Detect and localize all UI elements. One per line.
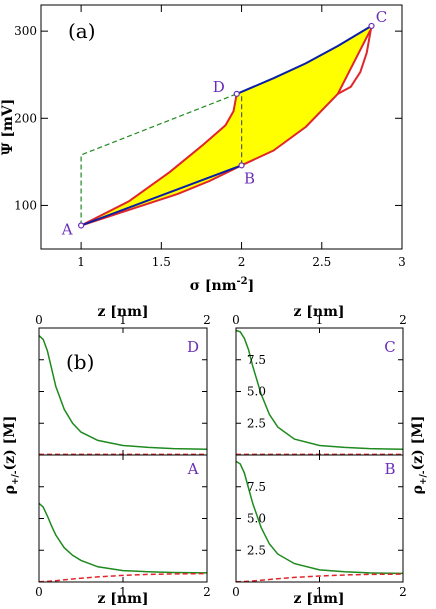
point-marker-d [233,90,240,97]
b-x-tick-label: 2 [399,585,407,599]
series-line-A-to-D-red [80,92,238,227]
b-x-tick-label: 1 [316,313,324,327]
panel-b-bottom-xlabel-right: z [nm] [293,591,344,607]
point-label-b: B [244,169,255,187]
point-label-d: D [213,78,225,96]
x-tick-label: 3 [398,255,406,269]
series-line-D-to-C-blue [235,24,373,95]
x-tick-label: 1.5 [152,255,171,269]
b-x-tick-label: 0 [35,585,43,599]
point-marker-b [238,162,245,169]
point-marker-c [368,22,375,30]
series-line-C-drop-red [336,24,373,95]
b-x-tick-label: 1 [316,585,324,599]
y-tick-label: 200 [14,111,37,125]
panel-b-curves [38,329,404,583]
panel-b-label: (b) [66,350,94,374]
subpanel-label-b: B [384,460,395,478]
coion-line-a [38,572,208,583]
b-x-tick-label: 0 [35,313,43,327]
series-line-A-to-B-blue [80,164,243,227]
panel-a-ticks: 1 1.5 2 2.5 3 100 200 300 [14,5,406,269]
point-label-c: C [376,8,387,26]
x-tick-label: 2 [238,255,246,269]
panel-a: 1 1.5 2 2.5 3 100 200 300 A B C D (a) σ [nm-2] Ψ [… [0,4,406,294]
point-marker-a [78,222,85,229]
panel-b-ylabel-left: ρ+/-(z) [M] [2,416,21,495]
panel-b-top-xlabel-right: z [nm] [293,304,344,320]
subpanel-label-c: C [384,338,395,356]
x-tick-label: 1 [77,255,85,269]
panel-a-frame [40,4,403,250]
subpanel-label-a: A [187,460,199,478]
panel-b: 2.5 5.0 7.5 2.5 5.0 7.5 0 1 2 0 1 2 0 1 2 0 1 2 (b) D C A… [2,304,429,607]
b-y-tick-label: 5.0 [247,512,266,526]
b-x-tick-label: 2 [203,585,211,599]
panel-a-points: A B C D [61,8,388,239]
b-y-tick-label: 7.5 [247,480,266,494]
b-y-tick-label: 2.5 [247,416,266,430]
counterion-line-c [235,329,404,451]
y-tick-label: 100 [14,198,37,212]
subpanel-label-d: D [187,338,199,356]
b-x-tick-label: 1 [119,313,127,327]
b-x-tick-label: 2 [399,313,407,327]
counterion-line-d [38,335,208,451]
panel-b-top-xlabel-left: z [nm] [97,304,148,320]
panel-a-xlabel: σ [nm-2] [190,276,255,294]
panel-a-ylabel: Ψ [mV] [0,99,16,156]
b-y-tick-label: 2.5 [247,543,266,557]
panel-b-bottom-xlabel-left: z [nm] [97,591,148,607]
b-y-tick-label: 5.0 [247,385,266,399]
y-tick-label: 300 [14,24,37,38]
x-tick-label: 2.5 [312,255,331,269]
b-x-tick-label: 2 [203,313,211,327]
coion-line-b [235,573,404,583]
point-label-a: A [61,220,73,238]
b-x-tick-label: 0 [232,313,240,327]
panel-b-ticks: 2.5 5.0 7.5 2.5 5.0 7.5 0 1 2 0 1 2 0 1 2 0 1 2 [35,313,407,599]
panel-b-ylabel-right: ρ+/-(z) [M] [410,416,429,495]
panel-a-label: (a) [68,19,96,43]
counterion-line-b [235,460,404,575]
counterion-line-a [38,502,208,574]
b-y-tick-label: 7.5 [247,353,266,367]
b-x-tick-label: 0 [232,585,240,599]
b-x-tick-label: 1 [119,585,127,599]
